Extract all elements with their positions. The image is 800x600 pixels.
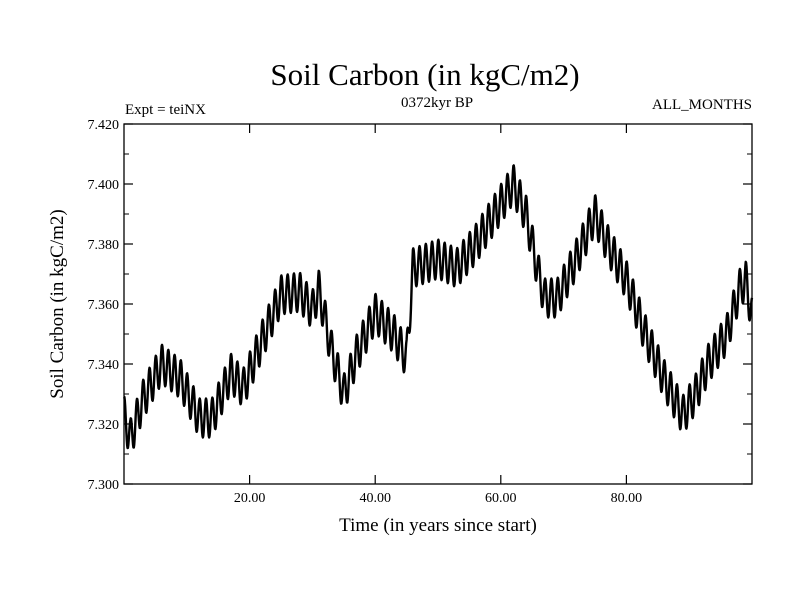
x-tick-label: 20.00 — [234, 491, 266, 506]
y-axis-ticks: 7.300 7.320 7.340 7.360 7.380 7.400 7.420 — [88, 118, 752, 493]
y-tick-label: 7.320 — [88, 418, 120, 433]
soil-carbon-series-line — [123, 164, 754, 450]
y-tick-label: 7.420 — [88, 118, 120, 133]
plot-area — [123, 123, 754, 485]
x-tick-label: 60.00 — [485, 491, 517, 506]
y-tick-label: 7.380 — [88, 238, 120, 253]
y-axis-label: Soil Carbon (in kgC/m2) — [47, 209, 68, 398]
x-tick-label: 80.00 — [611, 491, 643, 506]
plot-frame — [123, 123, 753, 485]
months-label: ALL_MONTHS — [652, 97, 752, 113]
experiment-label: Expt = teiNX — [125, 102, 206, 118]
y-tick-label: 7.340 — [88, 358, 120, 373]
x-tick-label: 40.00 — [359, 491, 391, 506]
x-axis-ticks: 20.00 40.00 60.00 80.00 — [234, 124, 642, 506]
x-axis-label: Time (in years since start) — [339, 515, 537, 536]
y-tick-label: 7.300 — [88, 478, 120, 493]
period-label: 0372kyr BP — [401, 95, 473, 111]
y-tick-label: 7.360 — [88, 298, 120, 313]
y-tick-label: 7.400 — [88, 178, 120, 193]
chart-title: Soil Carbon (in kgC/m2) — [270, 57, 579, 92]
